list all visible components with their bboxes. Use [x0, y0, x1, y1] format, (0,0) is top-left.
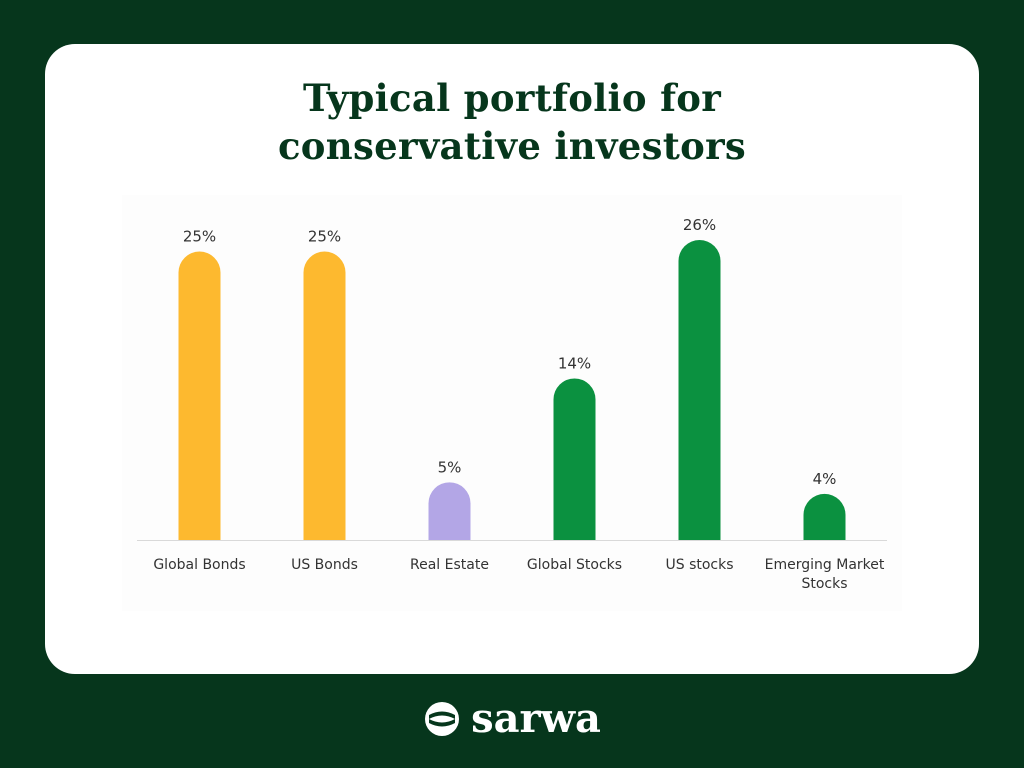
bar-global-stocks [553, 378, 596, 540]
chart-area: 25% Global Bonds 25% US Bonds 5% Real Estate 1… [122, 195, 902, 611]
bar-emerging-market-stocks [803, 493, 846, 540]
data-label: 14% [558, 354, 591, 372]
data-label: 25% [308, 228, 341, 246]
data-label: 26% [683, 216, 716, 234]
bar-us-bonds [303, 251, 346, 541]
bar-global-bonds [178, 251, 221, 541]
x-tick-label: Emerging Market Stocks [765, 557, 885, 592]
x-tick-label: Global Stocks [527, 557, 622, 573]
x-tick-label: US Bonds [291, 557, 358, 573]
chart-title: Typical portfolio for conservative inves… [45, 74, 979, 170]
brand-name: sarwa [471, 695, 601, 742]
chart-card: Typical portfolio for conservative inves… [45, 44, 979, 674]
bar-real-estate [428, 482, 471, 540]
x-tick-label: US stocks [665, 557, 733, 573]
sarwa-logo-icon [425, 702, 460, 736]
bar-chart: 25% Global Bonds 25% US Bonds 5% Real Estate 1… [137, 216, 887, 592]
data-label: 5% [438, 458, 462, 476]
title-line-2: conservative investors [277, 124, 747, 168]
title-line-1: Typical portfolio for [302, 76, 722, 120]
bar-us-stocks [678, 240, 721, 540]
data-label: 25% [183, 228, 216, 246]
brand-logo: sarwa [0, 697, 1024, 741]
data-label: 4% [813, 470, 837, 488]
x-tick-label: Global Bonds [153, 557, 245, 573]
x-tick-label: Real Estate [410, 557, 489, 573]
